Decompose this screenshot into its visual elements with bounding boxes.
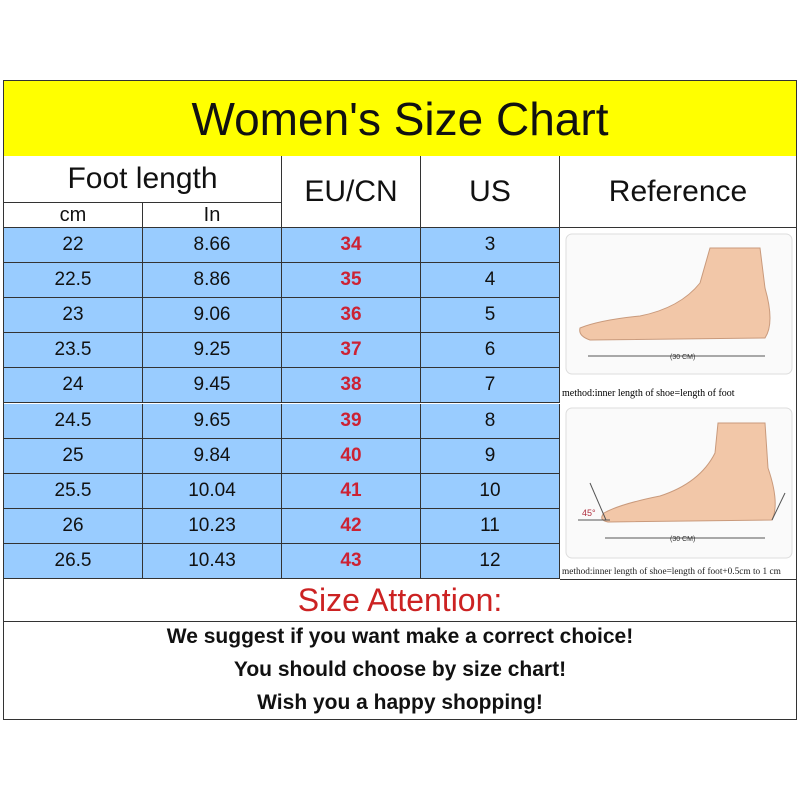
cell-in: 8.66 bbox=[143, 228, 282, 264]
foot-measurement-illustration: (30 CM) method:inner length of shoe=leng… bbox=[562, 233, 793, 577]
reference-panel: (30 CM) method:inner length of shoe=leng… bbox=[560, 228, 796, 580]
cell-us: 10 bbox=[421, 473, 560, 509]
cell-in: 10.43 bbox=[143, 543, 282, 579]
cell-us: 6 bbox=[421, 333, 560, 369]
chart-title: Women's Size Chart bbox=[4, 81, 796, 157]
cell-cm: 22 bbox=[4, 228, 143, 264]
cell-cm: 23.5 bbox=[4, 333, 143, 369]
cell-us: 12 bbox=[421, 543, 560, 579]
cell-eu: 43 bbox=[282, 543, 421, 579]
cell-us: 5 bbox=[421, 298, 560, 334]
cell-in: 9.06 bbox=[143, 298, 282, 334]
cell-us: 9 bbox=[421, 438, 560, 474]
cell-eu: 40 bbox=[282, 438, 421, 474]
caption-1: method:inner length of shoe=length of fo… bbox=[562, 388, 735, 399]
svg-text:(30 CM): (30 CM) bbox=[670, 354, 695, 361]
cell-us: 7 bbox=[421, 368, 560, 404]
cell-eu: 35 bbox=[282, 263, 421, 299]
cell-cm: 26 bbox=[4, 508, 143, 544]
cell-in: 8.86 bbox=[143, 263, 282, 299]
cell-eu: 38 bbox=[282, 368, 421, 404]
cell-in: 9.25 bbox=[143, 333, 282, 369]
cell-cm: 22.5 bbox=[4, 263, 143, 299]
cell-us: 11 bbox=[421, 508, 560, 544]
cell-cm: 24.5 bbox=[4, 403, 143, 439]
size-attention-title: Size Attention: bbox=[4, 579, 796, 622]
header-in: In bbox=[143, 203, 282, 228]
size-chart: Women's Size Chart Foot length cm In EU/… bbox=[3, 80, 797, 720]
header-eu-cn: EU/CN bbox=[282, 156, 421, 228]
cell-in: 9.65 bbox=[143, 403, 282, 439]
header-reference: Reference bbox=[560, 156, 796, 228]
cell-in: 9.84 bbox=[143, 438, 282, 474]
cell-in: 10.23 bbox=[143, 508, 282, 544]
cell-in: 10.04 bbox=[143, 473, 282, 509]
cell-eu: 34 bbox=[282, 228, 421, 264]
caption-2: method:inner length of shoe=length of fo… bbox=[562, 566, 782, 577]
cell-us: 8 bbox=[421, 403, 560, 439]
cell-us: 3 bbox=[421, 228, 560, 264]
cell-us: 4 bbox=[421, 263, 560, 299]
angle-label: 45° bbox=[582, 508, 596, 518]
header-cm: cm bbox=[4, 203, 143, 228]
header-foot-length: Foot length bbox=[4, 156, 282, 203]
attention-line-2: You should choose by size chart! bbox=[233, 658, 567, 681]
attention-line-1: We suggest if you want make a correct ch… bbox=[166, 625, 634, 648]
cell-cm: 25 bbox=[4, 438, 143, 474]
attention-line-3: Wish you a happy shopping! bbox=[257, 691, 543, 714]
cell-eu: 36 bbox=[282, 298, 421, 334]
cell-eu: 41 bbox=[282, 473, 421, 509]
header-us: US bbox=[421, 156, 560, 228]
foot-diagram-1: (30 CM) bbox=[565, 233, 793, 375]
foot-diagram-2: (30 CM) 45° bbox=[565, 407, 793, 559]
cell-eu: 39 bbox=[282, 403, 421, 439]
cell-in: 9.45 bbox=[143, 368, 282, 404]
cell-cm: 26.5 bbox=[4, 543, 143, 579]
svg-text:(30 CM): (30 CM) bbox=[670, 536, 695, 543]
cell-cm: 25.5 bbox=[4, 473, 143, 509]
cell-cm: 24 bbox=[4, 368, 143, 404]
cell-eu: 42 bbox=[282, 508, 421, 544]
cell-eu: 37 bbox=[282, 333, 421, 369]
cell-cm: 23 bbox=[4, 298, 143, 334]
